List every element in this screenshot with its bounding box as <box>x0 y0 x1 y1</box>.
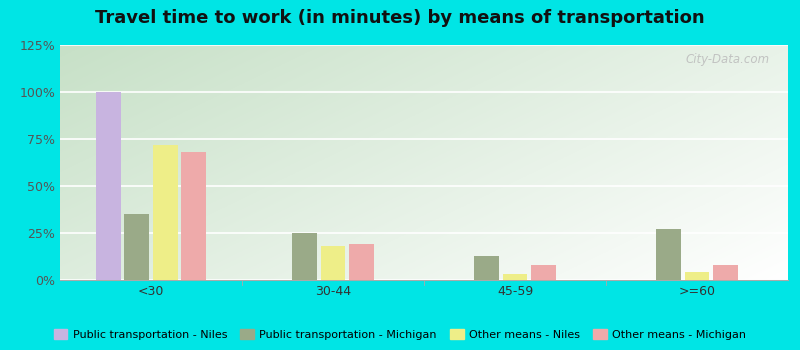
Bar <box>530 265 556 280</box>
Bar <box>153 145 178 280</box>
Bar <box>502 274 527 280</box>
Text: City-Data.com: City-Data.com <box>686 52 770 65</box>
Bar <box>125 214 150 280</box>
Bar <box>181 153 206 280</box>
Bar <box>96 92 121 280</box>
Bar <box>656 229 682 280</box>
Bar <box>713 265 738 280</box>
Bar <box>474 256 499 280</box>
Text: Travel time to work (in minutes) by means of transportation: Travel time to work (in minutes) by mean… <box>95 9 705 27</box>
Bar <box>292 233 318 280</box>
Legend: Public transportation - Niles, Public transportation - Michigan, Other means - N: Public transportation - Niles, Public tr… <box>50 325 750 344</box>
Bar <box>349 244 374 280</box>
Bar <box>685 273 710 280</box>
Bar <box>321 246 346 280</box>
